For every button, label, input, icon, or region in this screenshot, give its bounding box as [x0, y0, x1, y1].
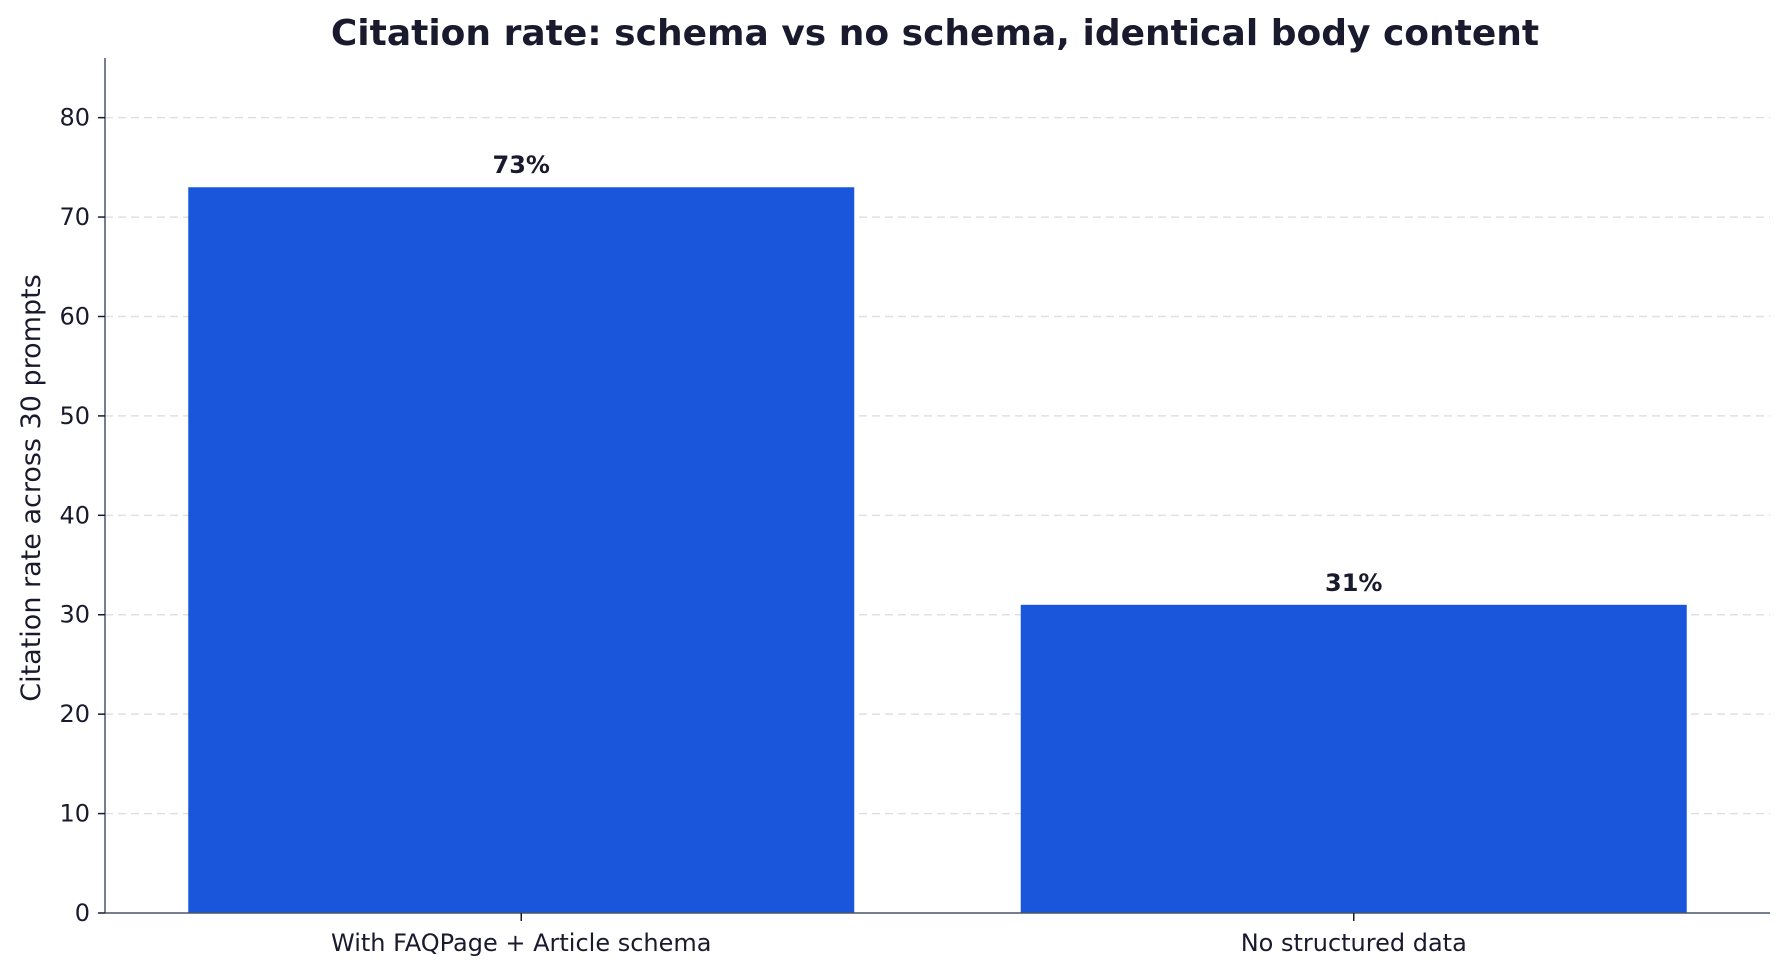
y-tick-label: 60	[59, 302, 90, 330]
bars	[188, 187, 1687, 913]
chart-title: Citation rate: schema vs no schema, iden…	[331, 13, 1539, 54]
bar-value-label: 73%	[493, 151, 550, 179]
y-tick-label: 40	[59, 501, 90, 529]
y-tick-label: 50	[59, 402, 90, 430]
y-tick-label: 70	[59, 203, 90, 231]
x-ticks: With FAQPage + Article schema No structur…	[331, 913, 1467, 957]
y-tick-label: 10	[59, 800, 90, 828]
y-tick-label: 80	[59, 104, 90, 132]
y-tick-label: 30	[59, 601, 90, 629]
y-ticks: 0 10 20 30 40 50 60 70 80	[59, 104, 105, 927]
bar-value-label: 31%	[1325, 569, 1382, 597]
y-axis-label: Citation rate across 30 prompts	[16, 274, 47, 702]
value-labels: 73% 31%	[493, 151, 1383, 597]
y-tick-label: 0	[75, 899, 90, 927]
bar	[188, 187, 855, 913]
bar	[1020, 604, 1687, 913]
x-tick-label: No structured data	[1241, 929, 1467, 957]
x-tick-label: With FAQPage + Article schema	[331, 929, 711, 957]
y-tick-label: 20	[59, 700, 90, 728]
